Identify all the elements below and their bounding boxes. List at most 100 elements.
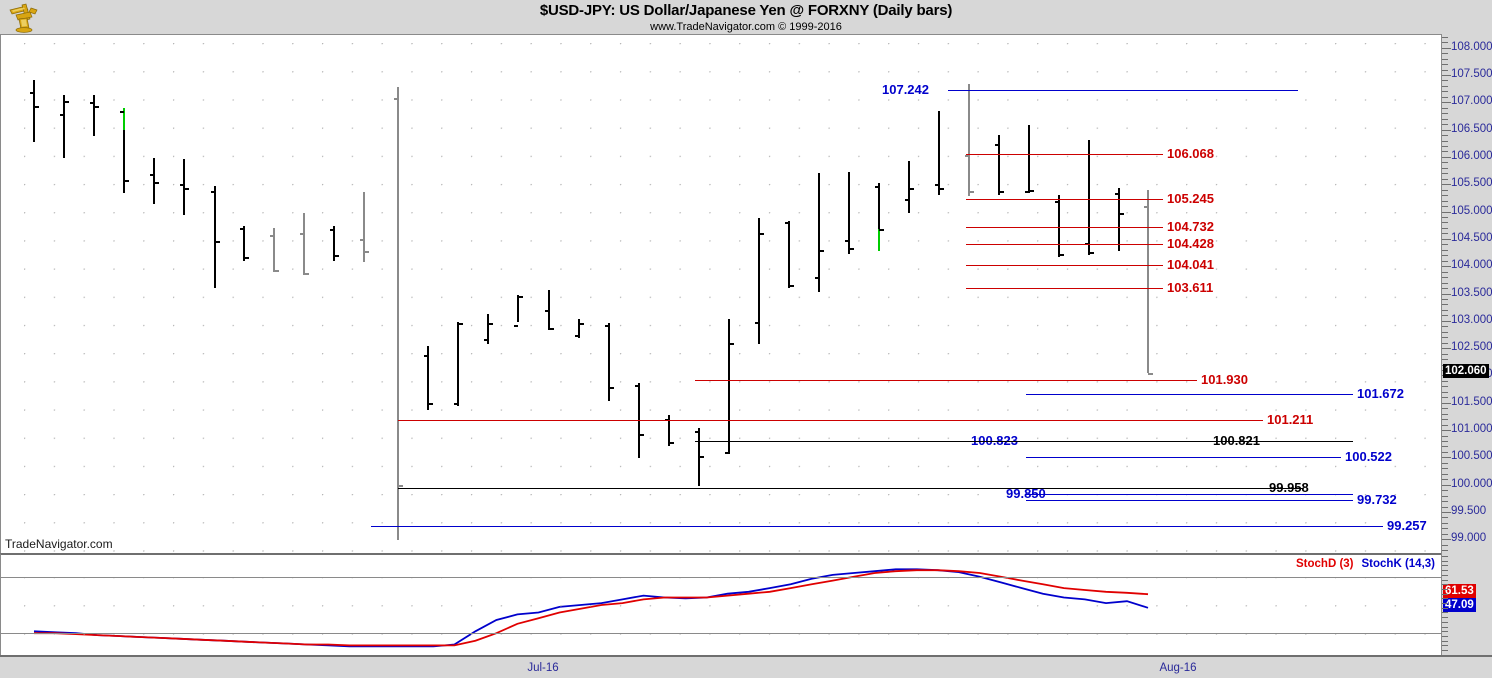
- indicator-axis-tick: [1442, 621, 1448, 623]
- price-axis-minor-tick: [1442, 189, 1448, 191]
- stoch-d-value: 61.53: [1443, 584, 1476, 599]
- price-level-label: 107.242: [882, 82, 929, 98]
- ohlc-bar: [30, 80, 39, 142]
- bar-open-tick: [240, 227, 244, 230]
- bar-open-tick: [875, 186, 879, 189]
- price-axis-minor-tick: [1442, 528, 1448, 530]
- price-level-line[interactable]: [695, 380, 1197, 382]
- bar-open-tick: [180, 184, 184, 187]
- bar-range: [153, 157, 155, 205]
- indicator-axis-tick: [1442, 574, 1448, 576]
- price-axis-minor-tick: [1442, 222, 1448, 224]
- bar-close-tick: [124, 179, 129, 182]
- ohlc-bar: [635, 383, 644, 459]
- bar-close-tick: [184, 187, 189, 190]
- price-axis-minor-tick: [1442, 298, 1448, 300]
- bar-range: [908, 160, 910, 213]
- price-axis-minor-tick: [1442, 419, 1448, 421]
- price-level-line[interactable]: [1026, 493, 1353, 495]
- ohlc-bar: [575, 319, 584, 339]
- price-axis-minor-tick: [1442, 402, 1448, 404]
- ohlc-bar: [545, 290, 554, 331]
- indicator-line: [33, 568, 1149, 648]
- price-level-line[interactable]: [1026, 457, 1341, 459]
- price-level-line[interactable]: [398, 488, 1303, 489]
- price-level-line[interactable]: [966, 288, 1163, 290]
- price-axis-minor-tick: [1442, 124, 1448, 126]
- price-level-line[interactable]: [966, 227, 1163, 229]
- price-axis-minor-tick: [1442, 140, 1448, 142]
- bar-range: [608, 322, 610, 402]
- stoch-k-legend: StochK (14,3): [1361, 558, 1436, 570]
- price-axis[interactable]: 108.000 107.500 107.000 106.500 106.000 105.5…: [1441, 34, 1492, 553]
- indicator-axis-tick: [1442, 570, 1448, 572]
- bar-close-tick: [879, 228, 884, 231]
- price-axis-label: 108.000: [1451, 40, 1492, 53]
- price-level-line[interactable]: [398, 419, 1263, 421]
- bar-range: [1147, 189, 1149, 374]
- bar-close-tick: [759, 233, 764, 236]
- bar-range: [487, 313, 489, 344]
- price-level-line[interactable]: [966, 199, 1163, 201]
- price-axis-minor-tick: [1442, 304, 1448, 306]
- price-axis-minor-tick: [1442, 293, 1448, 295]
- price-axis-minor-tick: [1442, 424, 1448, 426]
- bar-range: [333, 226, 335, 261]
- price-axis-label: 104.500: [1451, 231, 1492, 244]
- price-level-line[interactable]: [1026, 500, 1353, 502]
- indicator-axis-tick: [1442, 640, 1448, 642]
- bar-open-tick: [484, 339, 488, 342]
- price-level-line[interactable]: [966, 264, 1163, 266]
- ohlc-bar: [605, 322, 614, 402]
- ohlc-bar: [360, 191, 369, 262]
- price-axis-minor-tick: [1442, 484, 1448, 486]
- price-axis-minor-tick: [1442, 517, 1448, 519]
- bar-close-tick: [154, 182, 159, 185]
- bar-range: [123, 107, 125, 194]
- date-axis[interactable]: Jul-16 Aug-16: [0, 655, 1492, 678]
- ohlc-bar: [454, 321, 463, 407]
- price-axis-minor-tick: [1442, 129, 1448, 131]
- price-axis-minor-tick: [1442, 430, 1448, 432]
- ohlc-bar: [240, 226, 249, 261]
- price-axis-minor-tick: [1442, 255, 1448, 257]
- price-level-line[interactable]: [948, 90, 1298, 92]
- price-level-line[interactable]: [695, 440, 1353, 442]
- bar-close-tick: [398, 484, 403, 487]
- watermark: TradeNavigator.com: [5, 537, 113, 551]
- bar-open-tick: [1144, 205, 1148, 208]
- price-level-line[interactable]: [371, 526, 1383, 528]
- ohlc-bar: [424, 346, 433, 411]
- price-axis-minor-tick: [1442, 413, 1448, 415]
- stochastic-indicator-pane[interactable]: StochD (3) StochK (14,3): [0, 553, 1441, 655]
- price-level-line[interactable]: [966, 154, 1163, 156]
- bar-close-tick: [699, 455, 704, 458]
- price-axis-label: 99.000: [1451, 532, 1487, 545]
- price-axis-minor-tick: [1442, 162, 1448, 164]
- ohlc-bar: [270, 227, 279, 272]
- price-chart-pane[interactable]: 107.242 106.068 105.245 104.732 104.428 104.0…: [0, 34, 1441, 553]
- ohlc-bar: [1144, 189, 1153, 376]
- indicator-axis-tick: [1442, 598, 1448, 600]
- price-axis-minor-tick: [1442, 118, 1448, 120]
- bar-open-tick: [30, 92, 34, 95]
- bar-open-tick: [330, 228, 334, 231]
- price-level-line[interactable]: [966, 243, 1163, 245]
- ohlc-bar: [995, 134, 1004, 196]
- bar-open-tick: [725, 451, 729, 454]
- bar-close-tick: [458, 322, 463, 325]
- bar-range: [1058, 195, 1060, 258]
- price-axis-label: 107.500: [1451, 67, 1492, 80]
- price-level-line[interactable]: [1026, 394, 1353, 396]
- indicator-axis: 61.53 47.09: [1441, 553, 1492, 655]
- price-axis-minor-tick: [1442, 479, 1448, 481]
- price-level-label: 104.041: [1167, 256, 1214, 272]
- price-axis-minor-tick: [1442, 244, 1448, 246]
- bar-close-tick: [819, 249, 824, 252]
- bar-range: [728, 319, 730, 455]
- price-axis-label: 107.000: [1451, 95, 1492, 108]
- bar-open-tick: [120, 111, 124, 114]
- ohlc-bar: [1085, 140, 1094, 256]
- bar-range: [457, 321, 459, 407]
- bar-open-tick: [695, 431, 699, 434]
